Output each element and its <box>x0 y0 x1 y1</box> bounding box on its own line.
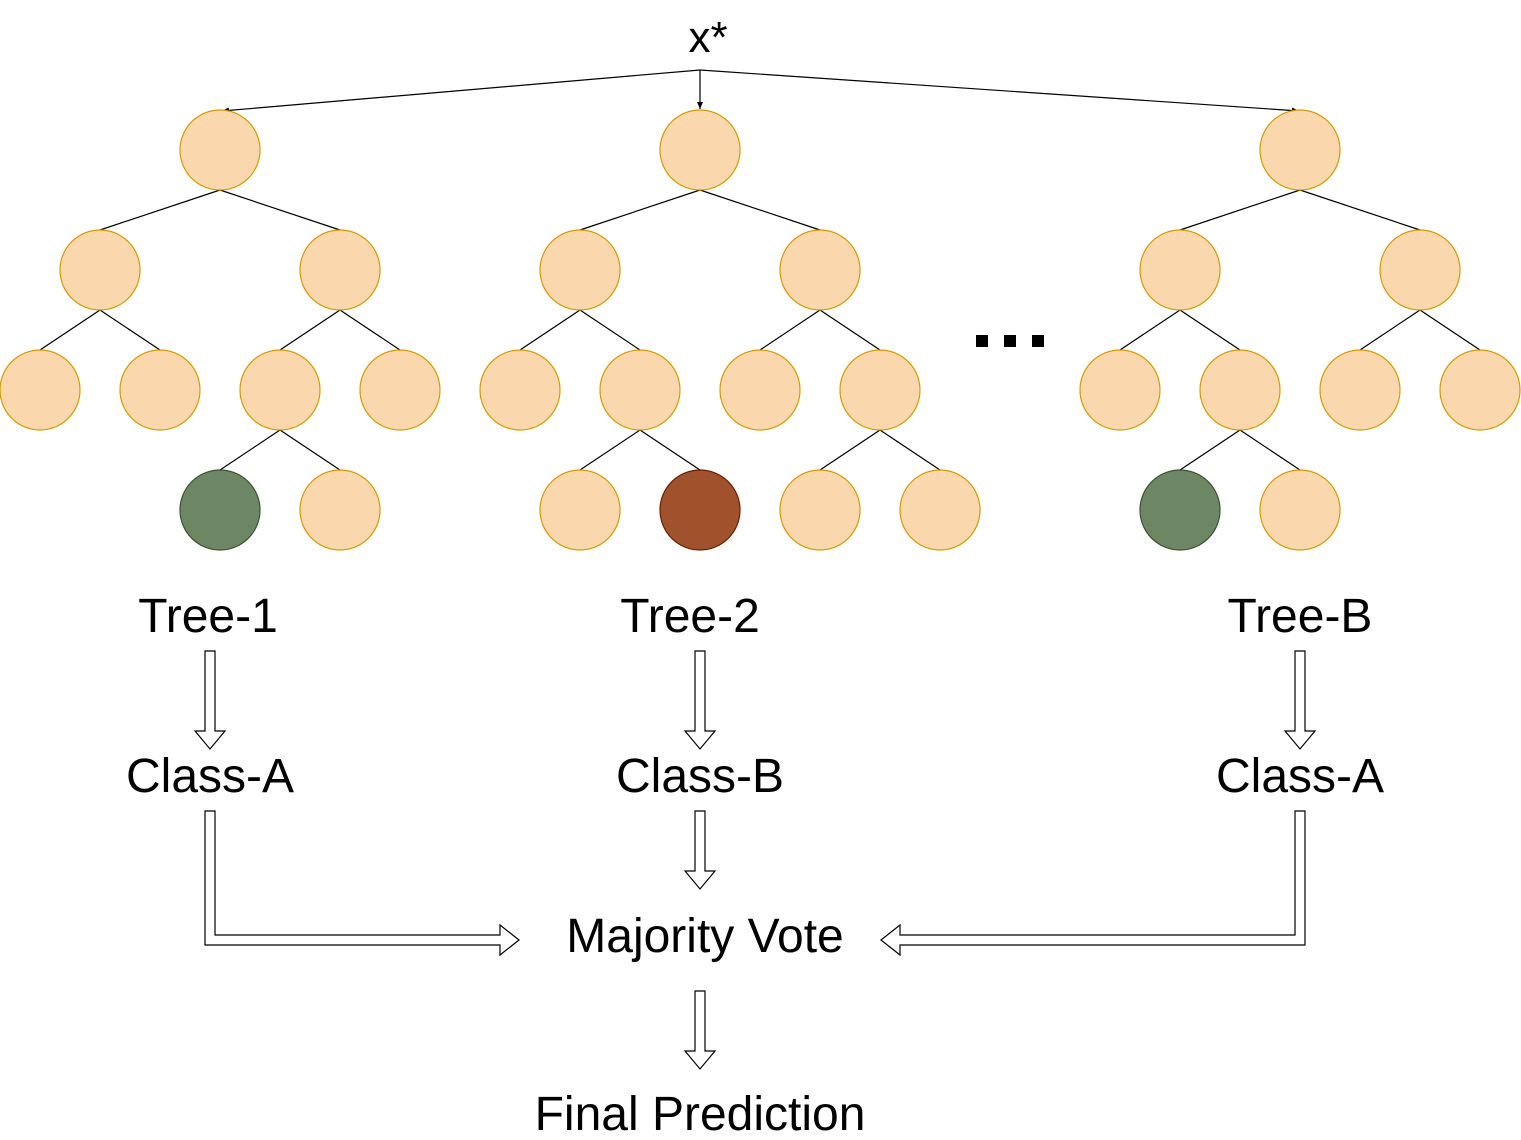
tree-node <box>779 469 861 551</box>
tree-edge <box>1119 309 1181 351</box>
tree-edge <box>219 189 341 231</box>
tree-node <box>899 469 981 551</box>
tree-node <box>0 349 81 431</box>
more-trees-ellipsis <box>976 335 1044 347</box>
tree-1-prediction: Class-A <box>126 750 294 803</box>
tree-root-node <box>659 109 741 191</box>
tree-node <box>239 349 321 431</box>
tree-edge <box>699 189 821 231</box>
tree-edge <box>519 309 581 351</box>
tree-edge <box>1299 189 1421 231</box>
tree-node <box>539 469 621 551</box>
input-label: x* <box>688 13 727 62</box>
tree-root-node <box>1259 109 1341 191</box>
selected-leaf-class-b <box>659 469 741 551</box>
tree-edge <box>1239 429 1301 471</box>
tree-edge <box>579 309 641 351</box>
tree-edge <box>1179 189 1301 231</box>
tree-node <box>59 229 141 311</box>
tree-node <box>1079 349 1161 431</box>
tree-1-to-class-arrow <box>193 650 227 750</box>
tree-node <box>779 229 861 311</box>
tree-edge <box>819 429 881 471</box>
tree-edge <box>759 309 821 351</box>
tree-node <box>599 349 681 431</box>
tree-edge <box>279 429 341 471</box>
majority-vote-label: Majority Vote <box>566 910 843 963</box>
class-1-to-vote-arrow <box>204 810 520 957</box>
tree-b-label: Tree-B <box>1228 590 1373 643</box>
vote-to-final-arrow <box>683 990 717 1070</box>
final-prediction-label: Final Prediction <box>535 1088 866 1140</box>
tree-node <box>1379 229 1461 311</box>
tree-b-prediction: Class-A <box>1216 750 1384 803</box>
tree-edge <box>579 429 641 471</box>
tree-1 <box>0 109 441 551</box>
tree-b <box>1079 109 1521 551</box>
tree-node <box>299 229 381 311</box>
tree-edge <box>1179 429 1241 471</box>
tree-edge <box>219 429 281 471</box>
selected-leaf-class-a <box>179 469 261 551</box>
tree-edge <box>39 309 101 351</box>
tree-2-label: Tree-2 <box>620 590 760 643</box>
tree-nodes <box>1079 109 1521 551</box>
tree-node <box>1139 229 1221 311</box>
tree-1-label: Tree-1 <box>138 590 278 643</box>
tree-node <box>539 229 621 311</box>
tree-edge <box>1359 309 1421 351</box>
tree-edges <box>1119 189 1481 471</box>
input-arrow-tree-b <box>699 69 1300 114</box>
selected-leaf-class-a <box>1139 469 1221 551</box>
input-arrow-tree-1 <box>221 69 701 114</box>
tree-edge <box>99 309 161 351</box>
tree-root-node <box>179 109 261 191</box>
tree-edge <box>1419 309 1481 351</box>
tree-edge <box>339 309 401 351</box>
tree-edges <box>519 189 941 471</box>
tree-node <box>299 469 381 551</box>
tree-edge <box>1179 309 1241 351</box>
tree-node <box>1439 349 1521 431</box>
tree-2 <box>479 109 981 551</box>
tree-edge <box>879 429 941 471</box>
tree-nodes <box>0 109 441 551</box>
tree-node <box>1199 349 1281 431</box>
tree-nodes <box>479 109 981 551</box>
tree-node <box>359 349 441 431</box>
tree-node <box>1319 349 1401 431</box>
tree-node <box>839 349 921 431</box>
tree-edge <box>99 189 221 231</box>
tree-b-to-class-arrow <box>1283 650 1317 750</box>
tree-node <box>119 349 201 431</box>
tree-node <box>479 349 561 431</box>
class-b-to-vote-arrow <box>880 810 1306 957</box>
tree-node <box>1259 469 1341 551</box>
tree-node <box>719 349 801 431</box>
class-2-to-vote-arrow <box>683 810 717 890</box>
tree-2-to-class-arrow <box>683 650 717 750</box>
tree-2-prediction: Class-B <box>616 750 784 803</box>
tree-edge <box>579 189 701 231</box>
tree-edge <box>639 429 701 471</box>
tree-edge <box>819 309 881 351</box>
tree-edges <box>39 189 401 471</box>
input-arrows <box>221 69 1300 114</box>
tree-edge <box>279 309 341 351</box>
